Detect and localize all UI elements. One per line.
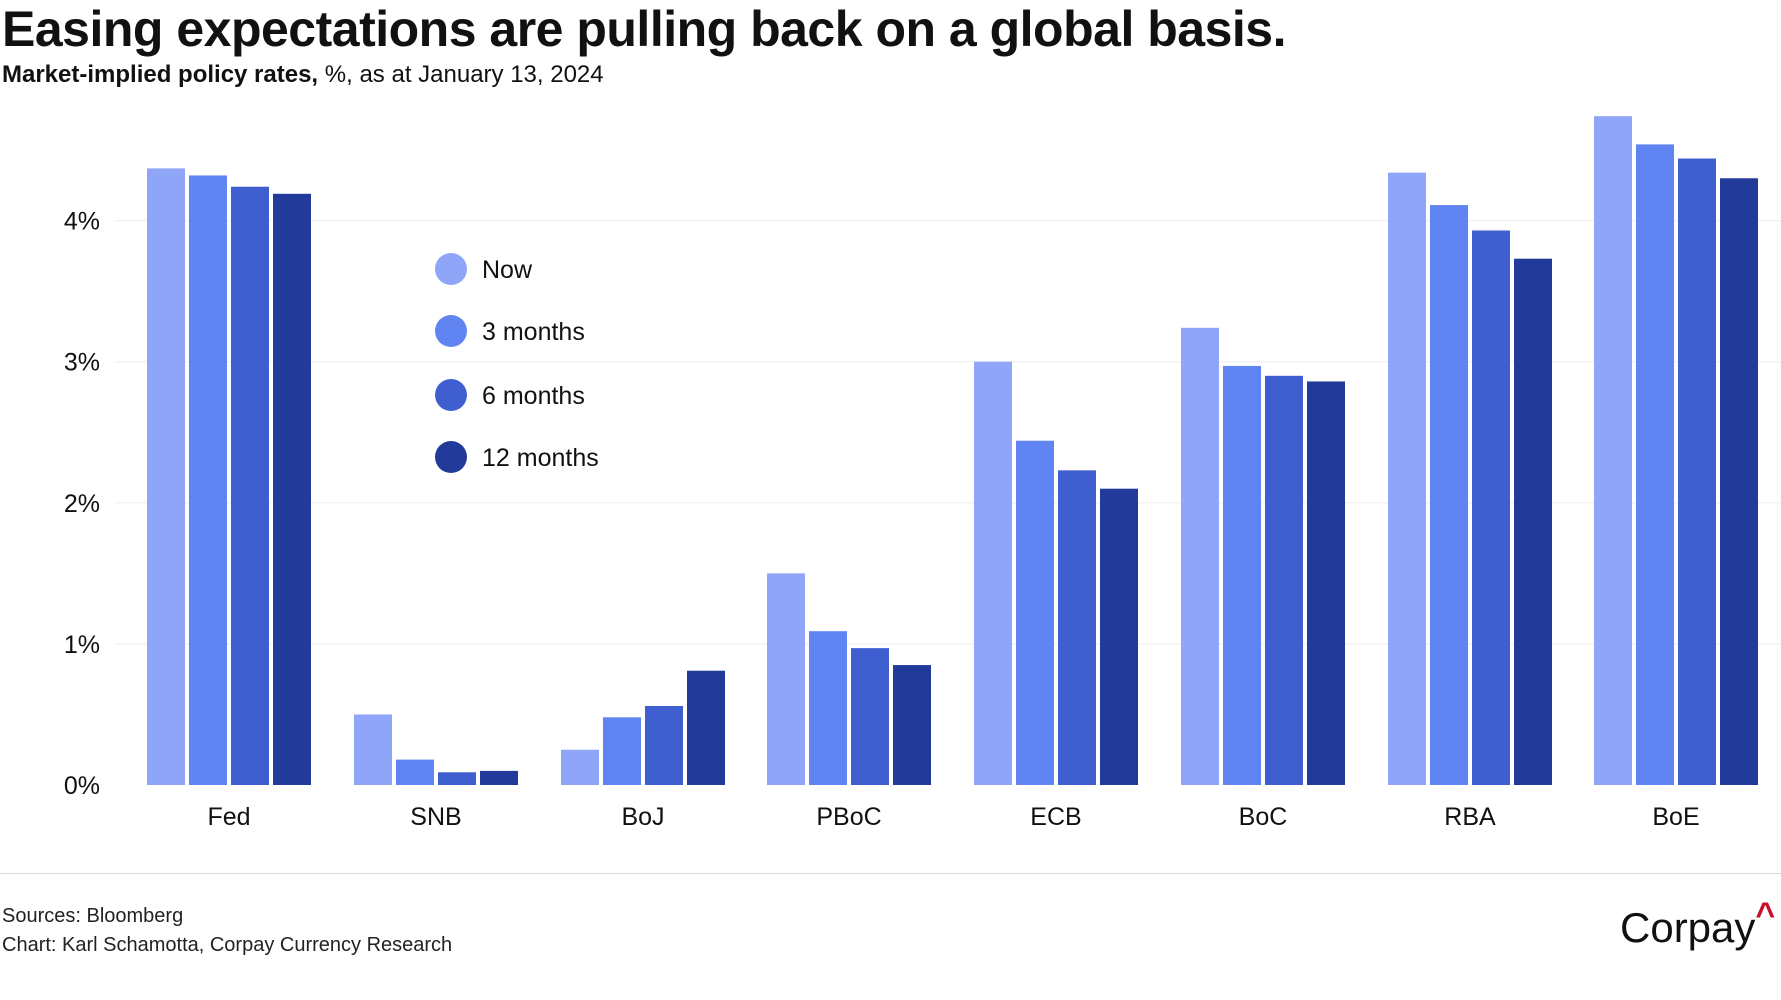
sources-note: Sources: Bloomberg [2,905,184,927]
bar-boj-3 [687,670,725,785]
bar-chart: 0% 1% 2% 3% 4% Fed SNB BoJ PBoC ECB BoC RBA BoE Now 3 … [64,116,1781,831]
bar-boc-1 [1223,365,1261,785]
bar-boj-0 [561,749,599,785]
bar-snb-3 [480,770,518,785]
x-tick-label: PBoC [816,803,881,831]
bar-boc-0 [1181,327,1219,785]
bar-boc-2 [1265,375,1303,785]
subtitle-bold: Market-implied policy rates, [2,61,319,88]
y-tick-label: 3% [64,349,100,377]
legend-label: 12 months [482,444,599,472]
x-tick-label: ECB [1030,803,1081,831]
bar-snb-2 [438,772,476,785]
legend-swatch [435,379,467,411]
bar-snb-0 [354,714,392,785]
chart-title: Easing expectations are pulling back on … [2,1,1286,57]
bar-boc-3 [1307,381,1345,785]
bar-pboc-1 [809,631,847,785]
chart-credit: Chart: Karl Schamotta, Corpay Currency R… [2,934,453,956]
x-tick-label: BoE [1652,803,1699,831]
legend-swatch [435,315,467,347]
bar-boe-1 [1636,144,1674,785]
bar-boe-3 [1720,178,1758,785]
subtitle-rest: %, as at January 13, 2024 [318,61,604,88]
x-tick-label: BoJ [621,803,664,831]
bar-rba-0 [1388,172,1426,786]
x-tick-label: BoC [1239,803,1288,831]
bar-fed-1 [189,175,227,785]
y-tick-label: 1% [64,631,100,659]
logo-text: Corpay [1620,904,1756,951]
y-tick-label: 0% [64,772,100,800]
x-tick-label: Fed [207,803,250,831]
bar-boj-2 [645,705,683,785]
bar-boj-1 [603,717,641,785]
bar-ecb-1 [1016,440,1054,785]
bar-ecb-0 [974,361,1012,785]
legend-swatch [435,441,467,473]
x-tick-label: SNB [410,803,461,831]
bar-snb-1 [396,759,434,785]
bar-fed-3 [273,193,311,785]
chart-subtitle: Market-implied policy rates, %, as at Ja… [2,61,604,89]
bar-pboc-2 [851,648,889,785]
bar-boe-2 [1678,158,1716,786]
bar-pboc-3 [893,665,931,785]
divider [0,873,1781,874]
x-tick-label: RBA [1444,803,1496,831]
corpay-logo: Corpay^ [1620,896,1775,952]
bar-fed-2 [231,186,269,786]
legend-swatch [435,253,467,285]
bar-rba-2 [1472,230,1510,786]
y-tick-label: 2% [64,490,100,518]
bar-rba-1 [1430,205,1468,786]
bar-rba-3 [1514,258,1552,785]
caret-icon: ^ [1755,896,1776,934]
bar-boe-0 [1594,116,1632,786]
legend-label: Now [482,256,533,284]
y-tick-label: 4% [64,208,100,236]
legend-label: 3 months [482,318,585,346]
bar-ecb-3 [1100,488,1138,785]
bar-pboc-0 [767,573,805,785]
bar-fed-0 [147,168,185,785]
legend-label: 6 months [482,382,585,410]
bar-ecb-2 [1058,470,1096,785]
